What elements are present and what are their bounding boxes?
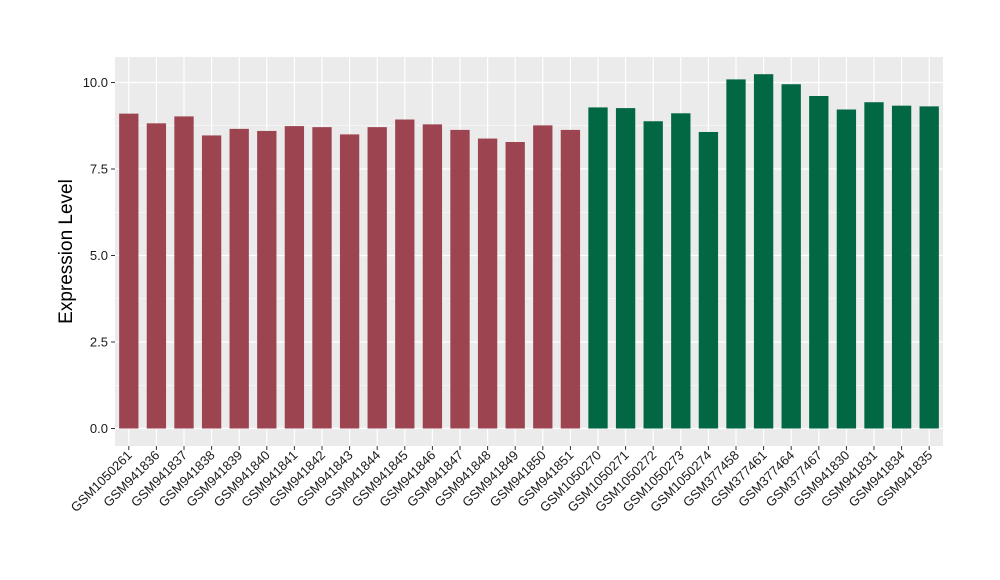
bar-gsm941835 — [919, 106, 939, 429]
bar-gsm941840 — [257, 130, 277, 429]
bar-gsm941839 — [229, 128, 249, 429]
y-tick-label: 0.0 — [90, 421, 108, 436]
bars-group — [119, 74, 939, 429]
bar-gsm941830 — [836, 109, 857, 429]
bar-gsm1050274 — [698, 131, 719, 429]
bar-gsm1050271 — [615, 108, 636, 429]
bar-gsm941847 — [450, 129, 470, 429]
bar-gsm941837 — [174, 116, 194, 429]
y-axis-title: Expression Level — [56, 179, 77, 324]
bar-gsm1050270 — [588, 107, 608, 429]
bar-gsm941834 — [891, 105, 912, 429]
minor-gridlines — [115, 125, 943, 386]
bar-gsm1050272 — [643, 121, 663, 429]
plot-panel — [115, 57, 943, 446]
y-axis: 0.0 2.5 5.0 7.5 10.0 — [83, 75, 115, 436]
bar-gsm941843 — [339, 134, 360, 429]
bar-gsm941842 — [312, 127, 332, 429]
bar-gsm941846 — [422, 124, 443, 429]
x-axis: GSM1050261GSM941836GSM941837GSM941838GSM… — [68, 446, 935, 515]
bar-gsm377461 — [753, 74, 774, 429]
bar-gsm941849 — [505, 142, 525, 429]
bar-gsm1050261 — [119, 113, 139, 429]
y-tick-label: 5.0 — [90, 248, 108, 263]
y-tick-label: 10.0 — [83, 75, 108, 90]
bar-gsm377458 — [726, 79, 746, 429]
bar-gsm941841 — [284, 126, 305, 429]
bar-gsm941848 — [477, 138, 498, 429]
bar-gsm941831 — [864, 102, 884, 429]
bar-gsm377467 — [809, 95, 829, 429]
bar-gsm941838 — [201, 135, 222, 429]
bar-gsm941844 — [367, 127, 387, 429]
bar-gsm941851 — [560, 129, 581, 429]
bar-gsm1050273 — [671, 113, 691, 429]
y-tick-label: 7.5 — [90, 162, 108, 177]
y-tick-label: 2.5 — [90, 335, 108, 350]
bar-gsm941845 — [395, 119, 415, 429]
bar-gsm377464 — [781, 84, 801, 429]
bar-gsm941836 — [146, 123, 167, 429]
bar-gsm941850 — [533, 125, 553, 429]
